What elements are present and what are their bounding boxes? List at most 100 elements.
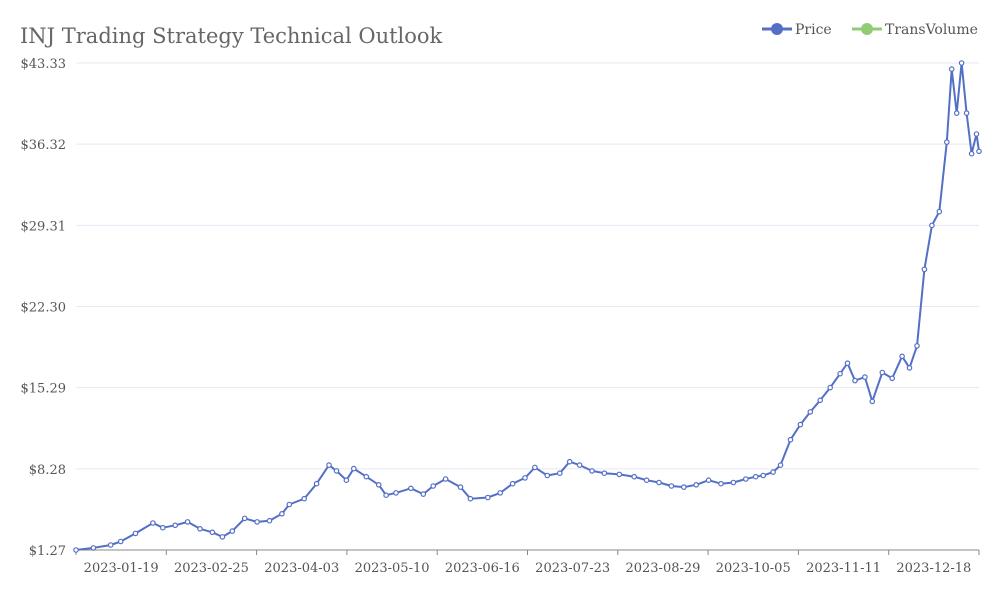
price-data-point[interactable] bbox=[509, 480, 516, 487]
price-data-point[interactable] bbox=[862, 374, 868, 380]
price-data-point[interactable] bbox=[852, 377, 858, 384]
price-data-point[interactable] bbox=[484, 494, 491, 501]
price-data-point[interactable] bbox=[730, 479, 737, 486]
legend-item-transvolume[interactable]: TransVolume bbox=[852, 22, 978, 38]
price-data-point[interactable] bbox=[963, 110, 970, 116]
price-data-point[interactable] bbox=[522, 475, 528, 481]
price-data-point[interactable] bbox=[837, 370, 843, 377]
price-data-point[interactable] bbox=[616, 471, 623, 478]
price-data-point[interactable] bbox=[631, 473, 638, 480]
price-data-point[interactable] bbox=[936, 208, 943, 215]
price-data-point[interactable] bbox=[899, 353, 905, 360]
price-data-point[interactable] bbox=[375, 481, 382, 488]
y-tick-label: $15.29 bbox=[21, 382, 67, 397]
price-data-point[interactable] bbox=[943, 139, 950, 145]
price-data-point[interactable] bbox=[752, 473, 759, 480]
price-data-point[interactable] bbox=[566, 458, 573, 465]
price-data-point[interactable] bbox=[197, 525, 203, 532]
price-data-point[interactable] bbox=[209, 529, 216, 536]
price-data-point[interactable] bbox=[827, 384, 834, 391]
price-data-point[interactable] bbox=[266, 517, 273, 524]
price-data-point[interactable] bbox=[150, 520, 156, 526]
price-data-point[interactable] bbox=[90, 545, 97, 551]
price-data-point[interactable] bbox=[301, 495, 308, 502]
price-data-point[interactable] bbox=[807, 409, 814, 415]
price-data-point[interactable] bbox=[906, 365, 913, 371]
price-data-point[interactable] bbox=[442, 476, 449, 482]
x-tick-label: 2023-11-11 bbox=[806, 561, 881, 576]
price-data-point[interactable] bbox=[817, 397, 824, 404]
price-data-point[interactable] bbox=[420, 491, 427, 497]
price-data-point[interactable] bbox=[383, 492, 389, 499]
y-tick-label: $1.27 bbox=[29, 544, 66, 559]
price-data-point[interactable] bbox=[787, 436, 794, 443]
price-data-point[interactable] bbox=[656, 479, 662, 486]
price-data-point[interactable] bbox=[286, 501, 293, 508]
price-data-point[interactable] bbox=[777, 462, 784, 468]
price-data-point[interactable] bbox=[879, 369, 886, 376]
price-data-point[interactable] bbox=[241, 515, 248, 522]
price-data-point[interactable] bbox=[770, 469, 776, 475]
x-tick-label: 2023-06-16 bbox=[445, 561, 520, 576]
price-data-point[interactable] bbox=[958, 60, 965, 66]
y-gridlines bbox=[76, 62, 979, 470]
price-data-point[interactable] bbox=[532, 464, 538, 471]
price-data-point[interactable] bbox=[601, 470, 608, 477]
x-axis-ticks bbox=[75, 550, 980, 555]
price-data-point[interactable] bbox=[184, 519, 191, 525]
x-tick-label: 2023-10-05 bbox=[716, 561, 791, 576]
price-data-point[interactable] bbox=[160, 524, 166, 531]
price-data-point[interactable] bbox=[953, 110, 960, 116]
price-data-point[interactable] bbox=[844, 360, 851, 367]
price-data-point[interactable] bbox=[968, 150, 975, 157]
price-data-point[interactable] bbox=[107, 542, 114, 548]
price-data-point[interactable] bbox=[889, 375, 896, 382]
price-data-point[interactable] bbox=[589, 468, 595, 474]
price-data-point[interactable] bbox=[497, 490, 504, 496]
y-tick-label: $8.28 bbox=[29, 463, 66, 478]
price-data-point[interactable] bbox=[718, 480, 724, 487]
price-data-point[interactable] bbox=[976, 148, 982, 155]
price-data-point[interactable] bbox=[576, 462, 583, 468]
price-data-point[interactable] bbox=[457, 484, 464, 490]
price-data-point[interactable] bbox=[760, 472, 767, 479]
price-data-point[interactable] bbox=[467, 495, 474, 502]
price-data-point[interactable] bbox=[229, 528, 236, 534]
price-data-point[interactable] bbox=[643, 477, 650, 484]
price-data-point[interactable] bbox=[73, 547, 79, 553]
price-data-point[interactable] bbox=[556, 470, 563, 477]
legend-item-price[interactable]: Price bbox=[762, 22, 832, 38]
price-data-point[interactable] bbox=[742, 476, 749, 482]
price-data-point[interactable] bbox=[869, 398, 876, 405]
price-data-point[interactable] bbox=[948, 66, 955, 72]
price-data-point[interactable] bbox=[408, 485, 414, 492]
price-data-point[interactable] bbox=[279, 510, 285, 517]
y-tick-label: $36.32 bbox=[21, 138, 67, 153]
price-data-point[interactable] bbox=[680, 484, 687, 490]
price-data-point[interactable] bbox=[313, 480, 320, 487]
price-data-point[interactable] bbox=[393, 490, 399, 496]
price-data-point[interactable] bbox=[343, 477, 350, 484]
price-data-point[interactable] bbox=[693, 481, 700, 488]
legend-transvolume-marker bbox=[861, 23, 873, 35]
price-data-point[interactable] bbox=[254, 519, 260, 525]
price-data-point[interactable] bbox=[929, 222, 935, 229]
price-data-point[interactable] bbox=[921, 266, 928, 273]
price-data-point[interactable] bbox=[363, 473, 370, 480]
price-data-point[interactable] bbox=[219, 534, 226, 540]
price-data-point[interactable] bbox=[132, 530, 139, 537]
price-data-point[interactable] bbox=[797, 421, 804, 428]
legend: Price TransVolume bbox=[762, 22, 978, 38]
price-data-point[interactable] bbox=[973, 131, 980, 137]
price-data-point[interactable] bbox=[668, 483, 675, 489]
price-data-point[interactable] bbox=[333, 468, 340, 474]
price-data-point[interactable] bbox=[544, 472, 551, 479]
price-data-point[interactable] bbox=[914, 343, 920, 349]
price-data-point[interactable] bbox=[326, 462, 332, 468]
price-data-point[interactable] bbox=[172, 522, 179, 529]
x-tick-label: 2023-07-23 bbox=[535, 561, 610, 576]
price-data-point[interactable] bbox=[705, 477, 712, 484]
price-data-point[interactable] bbox=[350, 465, 357, 472]
price-data-point[interactable] bbox=[117, 538, 124, 545]
price-data-point[interactable] bbox=[430, 483, 437, 489]
